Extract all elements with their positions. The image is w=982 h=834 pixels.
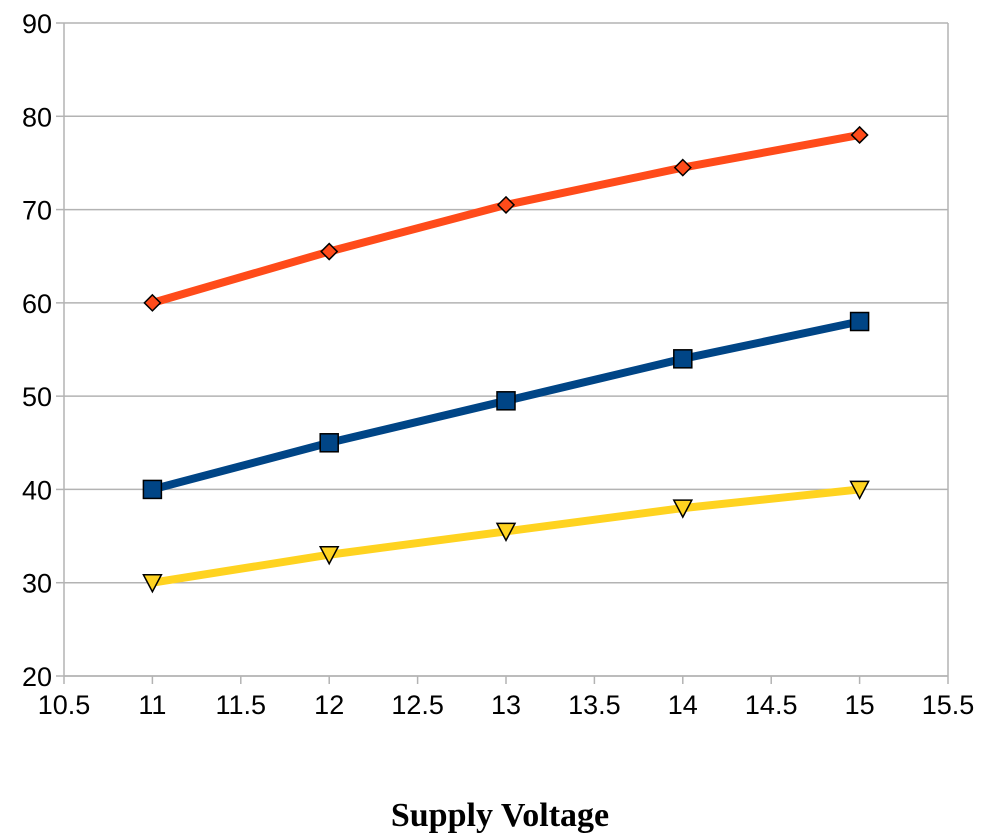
x-tick-label: 14 (668, 690, 698, 720)
y-tick-label: 80 (22, 102, 52, 132)
data-point-triangle (849, 480, 870, 501)
x-tick-label: 11.5 (216, 690, 267, 720)
y-tick-label: 90 (22, 9, 52, 39)
data-point-square (319, 433, 339, 453)
series-3 (142, 480, 870, 594)
x-axis-title: Supply Voltage (391, 797, 609, 834)
x-tick-label: 13 (491, 690, 521, 720)
y-tick-label: 60 (22, 289, 52, 319)
x-tick-label: 15 (845, 690, 875, 720)
x-tick-label: 10.5 (38, 690, 91, 720)
tick-labels: 20 30 40 50 60 70 80 90 10.5 11 11.5 12 12.5 13 13.5 14… (22, 9, 974, 720)
x-tick-label: 13.5 (568, 690, 621, 720)
series-1 (143, 125, 869, 312)
series-2 (142, 311, 870, 500)
x-tick-label: 11 (138, 690, 166, 720)
data-point-diamond (850, 125, 869, 145)
x-tick-label: 15.5 (922, 690, 975, 720)
x-tick-label: 12 (314, 690, 344, 720)
data-point-diamond (320, 242, 339, 261)
data-point-square (496, 391, 516, 411)
y-tick-label: 20 (22, 662, 52, 692)
data-point-triangle (318, 545, 340, 566)
axes (56, 22, 949, 684)
data-point-diamond (143, 293, 162, 312)
x-tick-label: 14.5 (745, 690, 798, 720)
y-tick-label: 40 (22, 475, 52, 505)
data-point-triangle (672, 499, 694, 519)
series-line (148, 130, 864, 307)
data-point-triangle (142, 573, 163, 594)
y-tick-label: 70 (22, 196, 52, 226)
data-point-triangle (495, 522, 517, 543)
y-tick-label: 30 (22, 569, 52, 599)
data-point-square (142, 479, 163, 500)
data-point-square (849, 311, 870, 332)
x-tick-label: 12.5 (391, 690, 444, 720)
series-layer (142, 125, 870, 594)
data-point-diamond (496, 195, 516, 214)
data-point-diamond (673, 158, 692, 177)
y-tick-label: 50 (22, 382, 52, 412)
data-point-square (673, 349, 693, 369)
